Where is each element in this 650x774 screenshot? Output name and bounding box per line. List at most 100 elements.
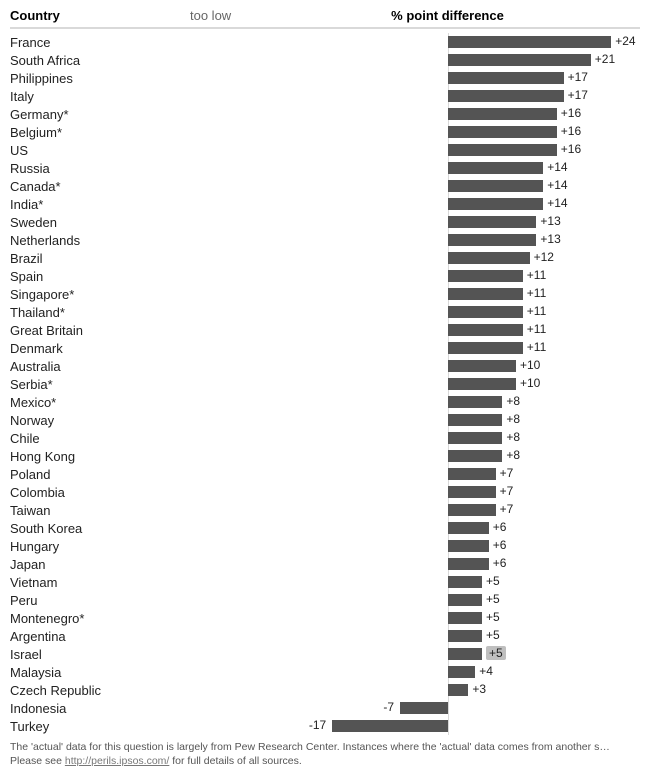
country-label: Canada* bbox=[10, 179, 202, 194]
country-label: Czech Republic bbox=[10, 683, 202, 698]
country-label: Malaysia bbox=[10, 665, 202, 680]
chart-row: Singapore*+11 bbox=[10, 285, 640, 303]
bar bbox=[448, 234, 536, 246]
country-label: Great Britain bbox=[10, 323, 202, 338]
country-label: Italy bbox=[10, 89, 202, 104]
value-label: +17 bbox=[568, 88, 588, 102]
country-label: Montenegro* bbox=[10, 611, 202, 626]
value-label: +11 bbox=[527, 322, 546, 336]
bar-track: +7 bbox=[202, 468, 640, 480]
bar bbox=[448, 594, 482, 606]
bar bbox=[448, 378, 516, 390]
bar bbox=[448, 360, 516, 372]
bar-track: +7 bbox=[202, 504, 640, 516]
value-label: +8 bbox=[506, 448, 520, 462]
bar bbox=[448, 54, 591, 66]
bar-track: +6 bbox=[202, 540, 640, 552]
bar bbox=[448, 90, 564, 102]
bar-track: +8 bbox=[202, 432, 640, 444]
value-label: +13 bbox=[540, 232, 560, 246]
value-label: +5 bbox=[486, 592, 500, 606]
value-label: +7 bbox=[500, 466, 514, 480]
country-label: Chile bbox=[10, 431, 202, 446]
chart-row: Peru +5 bbox=[10, 591, 640, 609]
bar bbox=[448, 396, 502, 408]
bar-track: +14 bbox=[202, 180, 640, 192]
chart-header: Country too low % point difference bbox=[10, 8, 640, 27]
country-label: Sweden bbox=[10, 215, 202, 230]
bar-track: +16 bbox=[202, 144, 640, 156]
bar bbox=[448, 162, 543, 174]
chart-row: Spain+11 bbox=[10, 267, 640, 285]
bar bbox=[448, 432, 502, 444]
value-label: +21 bbox=[595, 52, 615, 66]
bar-track: +11 bbox=[202, 270, 640, 282]
chart-row: South Korea+6 bbox=[10, 519, 640, 537]
bar bbox=[332, 720, 448, 732]
diverging-bar-chart: France+24South Africa+21Philippines+17It… bbox=[10, 29, 640, 735]
bar bbox=[448, 216, 536, 228]
bar bbox=[448, 36, 611, 48]
value-label: -7 bbox=[383, 700, 394, 714]
bar bbox=[448, 270, 523, 282]
bar-track: +14 bbox=[202, 198, 640, 210]
value-label: +12 bbox=[534, 250, 554, 264]
bar-track: +14 bbox=[202, 162, 640, 174]
value-label: +5 bbox=[486, 610, 500, 624]
country-label: Germany* bbox=[10, 107, 202, 122]
country-label: Hungary bbox=[10, 539, 202, 554]
country-label: Peru bbox=[10, 593, 202, 608]
value-label: +7 bbox=[500, 502, 514, 516]
chart-row: Serbia*+10 bbox=[10, 375, 640, 393]
bar bbox=[448, 288, 523, 300]
country-label: Denmark bbox=[10, 341, 202, 356]
country-label: South Africa bbox=[10, 53, 202, 68]
chart-row: Philippines+17 bbox=[10, 69, 640, 87]
bar-track: +5 bbox=[202, 594, 640, 606]
bar bbox=[448, 252, 530, 264]
footnote-line1: The 'actual' data for this question is l… bbox=[10, 741, 610, 753]
value-label: -17 bbox=[309, 718, 326, 732]
bar-track: +16 bbox=[202, 108, 640, 120]
country-label: Colombia bbox=[10, 485, 202, 500]
value-label: +8 bbox=[506, 394, 520, 408]
chart-row: Germany* +16 bbox=[10, 105, 640, 123]
chart-row: US+16 bbox=[10, 141, 640, 159]
bar-track: +10 bbox=[202, 360, 640, 372]
chart-row: Sweden+13 bbox=[10, 213, 640, 231]
footnote-line2b: for full details of all sources. bbox=[169, 755, 301, 767]
bar-track: +16 bbox=[202, 126, 640, 138]
bar-track: +5 bbox=[202, 648, 640, 660]
value-label: +16 bbox=[561, 106, 581, 120]
country-label: Vietnam bbox=[10, 575, 202, 590]
bar bbox=[448, 180, 543, 192]
bar bbox=[448, 72, 564, 84]
value-label: +11 bbox=[527, 268, 546, 282]
bar-track: +11 bbox=[202, 306, 640, 318]
chart-row: Denmark+11 bbox=[10, 339, 640, 357]
bar bbox=[448, 450, 502, 462]
chart-row: Brazil+12 bbox=[10, 249, 640, 267]
chart-row: Australia+10 bbox=[10, 357, 640, 375]
value-label: +11 bbox=[527, 304, 546, 318]
country-label: Turkey bbox=[10, 719, 202, 734]
value-label: +24 bbox=[615, 34, 635, 48]
chart-row: France+24 bbox=[10, 33, 640, 51]
chart-row: Hungary+6 bbox=[10, 537, 640, 555]
chart-row: South Africa +21 bbox=[10, 51, 640, 69]
country-label: South Korea bbox=[10, 521, 202, 536]
bar-track: +8 bbox=[202, 414, 640, 426]
bar-track: +8 bbox=[202, 396, 640, 408]
footnote-link[interactable]: http://perils.ipsos.com/ bbox=[65, 755, 169, 767]
bar bbox=[448, 306, 523, 318]
chart-row: Chile+8 bbox=[10, 429, 640, 447]
chart-row: Italy +17 bbox=[10, 87, 640, 105]
bar-track: +13 bbox=[202, 216, 640, 228]
value-label: +5 bbox=[486, 574, 500, 588]
country-label: Russia bbox=[10, 161, 202, 176]
chart-footnote: The 'actual' data for this question is l… bbox=[10, 735, 640, 768]
bar-track: +17 bbox=[202, 72, 640, 84]
country-label: Philippines bbox=[10, 71, 202, 86]
bar-track: +4 bbox=[202, 666, 640, 678]
value-label: +5 bbox=[486, 646, 506, 660]
